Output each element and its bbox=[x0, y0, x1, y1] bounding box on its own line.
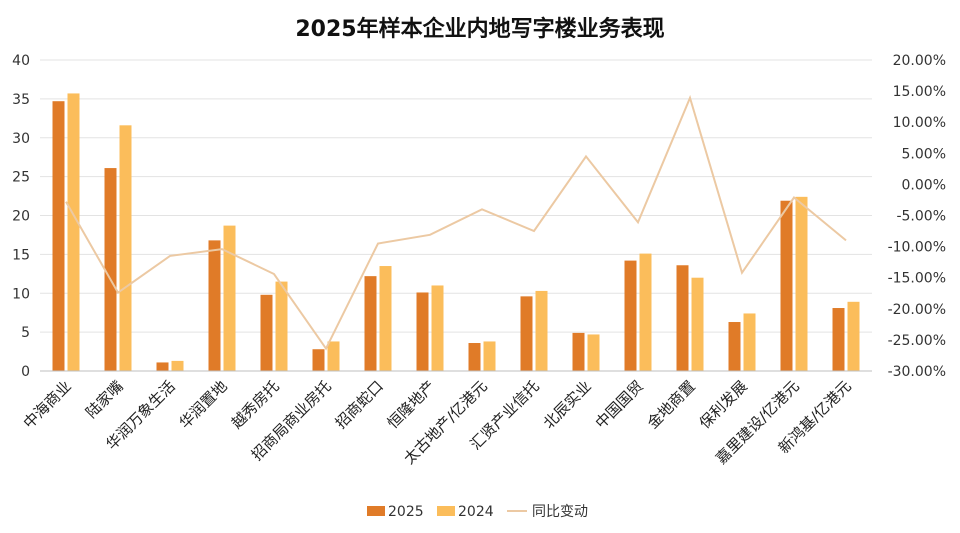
bar-2025 bbox=[572, 332, 585, 371]
category-label: 陆家嘴 bbox=[82, 377, 127, 422]
bar-2024 bbox=[847, 301, 860, 371]
right-tick-label: 20.00% bbox=[893, 53, 946, 69]
legend-label-yoy: 同比变动 bbox=[532, 504, 588, 520]
right-tick-label: 10.00% bbox=[893, 115, 946, 131]
left-tick-label: 5 bbox=[21, 325, 30, 341]
right-tick-label: -15.00% bbox=[888, 271, 946, 287]
category-label: 北辰实业 bbox=[540, 377, 595, 432]
right-tick-label: 15.00% bbox=[893, 84, 946, 100]
bar-2024 bbox=[795, 196, 808, 371]
bar-2025 bbox=[468, 343, 481, 371]
bar-2024 bbox=[639, 253, 652, 371]
bar-2024 bbox=[743, 313, 756, 371]
bars bbox=[52, 93, 860, 372]
right-tick-label: 5.00% bbox=[902, 146, 946, 162]
bar-2024 bbox=[535, 290, 548, 371]
right-tick-label: -10.00% bbox=[888, 240, 946, 256]
left-tick-label: 25 bbox=[12, 170, 30, 186]
bar-2024 bbox=[223, 225, 236, 371]
right-tick-label: -5.00% bbox=[896, 209, 946, 225]
category-label: 金地商置 bbox=[644, 377, 699, 432]
bar-2024 bbox=[431, 285, 444, 371]
bar-2024 bbox=[275, 281, 288, 371]
bar-2025 bbox=[624, 260, 637, 371]
legend-swatch-2025 bbox=[367, 506, 385, 516]
left-y-axis: 0 5 10 15 20 25 30 35 40 bbox=[12, 53, 30, 380]
bar-2025 bbox=[728, 322, 741, 371]
bar-2025 bbox=[104, 168, 117, 371]
bar-2024 bbox=[379, 266, 392, 371]
left-tick-label: 40 bbox=[12, 53, 30, 69]
bar-2024 bbox=[119, 125, 132, 371]
bar-2025 bbox=[208, 240, 221, 371]
bar-2025 bbox=[260, 294, 273, 371]
category-label: 招商蛇口 bbox=[332, 377, 387, 432]
bar-2024 bbox=[327, 341, 340, 371]
legend-label-2025: 2025 bbox=[388, 504, 424, 520]
bar-2024 bbox=[483, 341, 496, 371]
right-tick-label: -25.00% bbox=[888, 333, 946, 349]
bar-2024 bbox=[587, 334, 600, 371]
left-tick-label: 10 bbox=[12, 286, 30, 302]
legend: 2025 2024 同比变动 bbox=[367, 504, 588, 520]
bar-2024 bbox=[67, 93, 80, 372]
left-tick-label: 15 bbox=[12, 247, 30, 263]
bar-2025 bbox=[780, 200, 793, 371]
left-tick-label: 20 bbox=[12, 209, 30, 225]
yoy-line-path bbox=[65, 94, 847, 351]
right-tick-label: 0.00% bbox=[902, 177, 946, 193]
bar-2025 bbox=[832, 308, 845, 371]
bar-2024 bbox=[171, 360, 184, 371]
right-tick-label: -20.00% bbox=[888, 302, 946, 318]
left-tick-label: 30 bbox=[12, 131, 30, 147]
left-tick-label: 35 bbox=[12, 92, 30, 108]
left-tick-label: 0 bbox=[21, 364, 30, 380]
legend-swatch-2024 bbox=[437, 506, 455, 516]
chart-title: 2025年样本企业内地写字楼业务表现 bbox=[295, 16, 664, 42]
bar-2025 bbox=[520, 296, 533, 371]
bar-2025 bbox=[416, 292, 429, 371]
bar-2025 bbox=[312, 349, 325, 371]
category-label: 中国国贸 bbox=[592, 377, 647, 432]
bar-2024 bbox=[691, 277, 704, 371]
category-label: 中海商业 bbox=[20, 377, 75, 432]
bar-2025 bbox=[52, 101, 65, 372]
right-y-axis: -30.00% -25.00% -20.00% -15.00% -10.00% -5.00… bbox=[888, 53, 946, 380]
bar-2025 bbox=[156, 362, 169, 371]
category-label: 华润置地 bbox=[176, 377, 231, 432]
yoy-line bbox=[65, 94, 847, 351]
category-labels: 中海商业 陆家嘴华润万象生活华润置地越秀房托招商局商业房托招商蛇口恒隆地产太古地产… bbox=[20, 377, 855, 468]
bar-2025 bbox=[364, 276, 377, 371]
bar-2025 bbox=[676, 265, 689, 371]
right-tick-label: -30.00% bbox=[888, 364, 946, 380]
legend-label-2024: 2024 bbox=[458, 504, 494, 520]
